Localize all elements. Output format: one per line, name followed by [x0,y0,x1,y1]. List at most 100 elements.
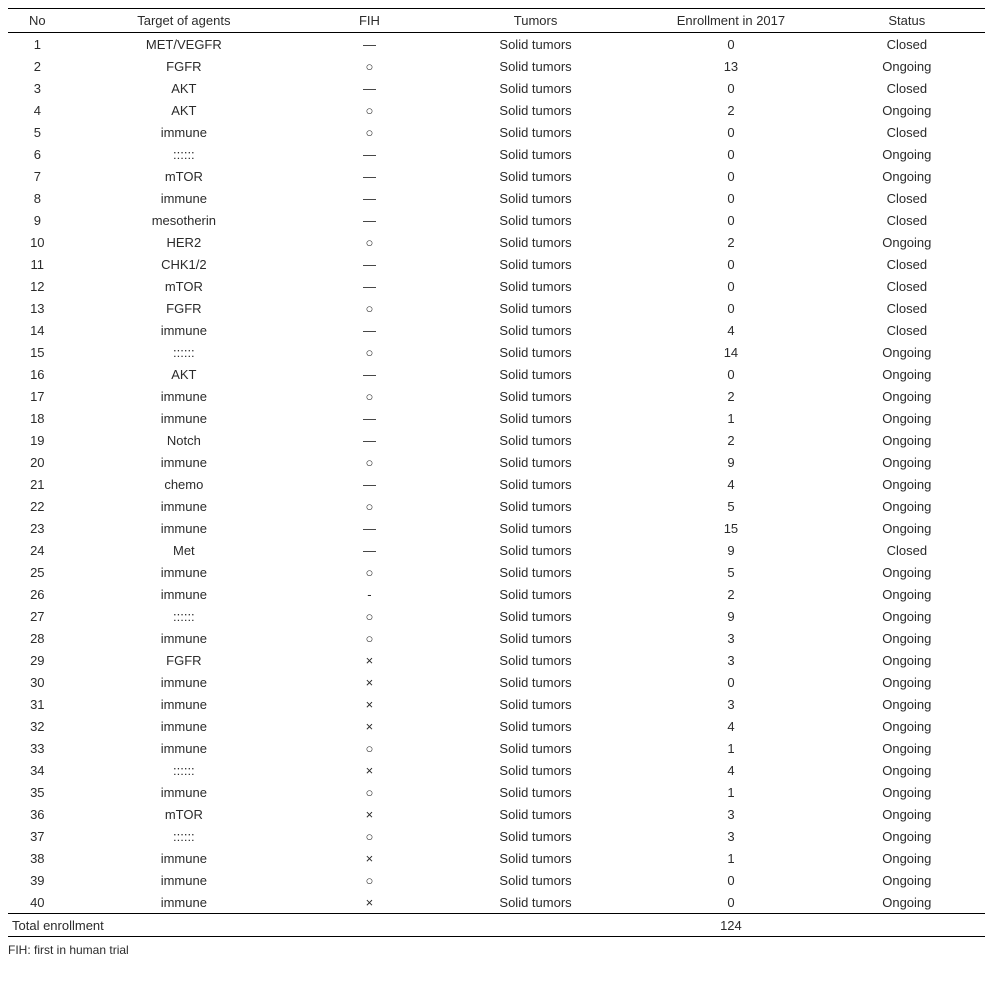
cell-no: 3 [8,77,67,99]
cell-fih: × [301,693,438,715]
cell-no: 13 [8,297,67,319]
table-row: 33immune○Solid tumors1Ongoing [8,737,985,759]
cell-enroll: 0 [633,275,828,297]
table-row: 6::::::—Solid tumors0Ongoing [8,143,985,165]
cell-fih: — [301,143,438,165]
table-row: 7mTOR—Solid tumors0Ongoing [8,165,985,187]
cell-no: 19 [8,429,67,451]
cell-fih: × [301,671,438,693]
cell-enroll: 2 [633,385,828,407]
table-row: 30immune×Solid tumors0Ongoing [8,671,985,693]
table-row: 29FGFR×Solid tumors3Ongoing [8,649,985,671]
table-row: 27::::::○Solid tumors9Ongoing [8,605,985,627]
table-row: 32immune×Solid tumors4Ongoing [8,715,985,737]
table-row: 21chemo—Solid tumors4Ongoing [8,473,985,495]
cell-status: Ongoing [829,759,985,781]
cell-target: immune [67,715,301,737]
cell-fih: ○ [301,627,438,649]
cell-status: Closed [829,209,985,231]
cell-tumors: Solid tumors [438,891,633,914]
cell-no: 28 [8,627,67,649]
cell-status: Ongoing [829,407,985,429]
table-row: 4AKT○Solid tumors2Ongoing [8,99,985,121]
cell-no: 24 [8,539,67,561]
cell-fih: — [301,187,438,209]
cell-tumors: Solid tumors [438,429,633,451]
cell-tumors: Solid tumors [438,561,633,583]
table-row: 10HER2○Solid tumors2Ongoing [8,231,985,253]
cell-target: immune [67,583,301,605]
cell-target: chemo [67,473,301,495]
header-tumors: Tumors [438,9,633,33]
cell-target: immune [67,319,301,341]
cell-target: immune [67,869,301,891]
cell-status: Ongoing [829,385,985,407]
cell-tumors: Solid tumors [438,407,633,429]
cell-enroll: 0 [633,33,828,56]
cell-target: :::::: [67,605,301,627]
cell-tumors: Solid tumors [438,693,633,715]
cell-status: Ongoing [829,495,985,517]
cell-target: immune [67,847,301,869]
cell-target: mTOR [67,165,301,187]
header-row: No Target of agents FIH Tumors Enrollmen… [8,9,985,33]
cell-enroll: 2 [633,99,828,121]
cell-enroll: 0 [633,143,828,165]
cell-tumors: Solid tumors [438,385,633,407]
cell-target: AKT [67,77,301,99]
cell-fih: — [301,517,438,539]
trials-table: No Target of agents FIH Tumors Enrollmen… [8,8,985,937]
cell-enroll: 4 [633,759,828,781]
cell-status: Closed [829,539,985,561]
cell-fih: — [301,407,438,429]
table-row: 22immune○Solid tumors5Ongoing [8,495,985,517]
cell-tumors: Solid tumors [438,627,633,649]
cell-target: immune [67,121,301,143]
cell-fih: × [301,759,438,781]
cell-no: 26 [8,583,67,605]
cell-enroll: 0 [633,253,828,275]
table-row: 15::::::○Solid tumors14Ongoing [8,341,985,363]
cell-status: Ongoing [829,693,985,715]
cell-enroll: 5 [633,495,828,517]
table-row: 2FGFR○Solid tumors13Ongoing [8,55,985,77]
cell-fih: ○ [301,297,438,319]
table-row: 11CHK1/2—Solid tumors0Closed [8,253,985,275]
cell-no: 8 [8,187,67,209]
cell-no: 9 [8,209,67,231]
cell-tumors: Solid tumors [438,253,633,275]
cell-target: immune [67,407,301,429]
cell-status: Ongoing [829,451,985,473]
table-row: 25immune○Solid tumors5Ongoing [8,561,985,583]
cell-fih: — [301,275,438,297]
cell-no: 5 [8,121,67,143]
cell-target: mTOR [67,803,301,825]
table-row: 17immune○Solid tumors2Ongoing [8,385,985,407]
cell-status: Ongoing [829,473,985,495]
cell-no: 32 [8,715,67,737]
total-row: Total enrollment124 [8,914,985,937]
cell-no: 38 [8,847,67,869]
table-row: 28immune○Solid tumors3Ongoing [8,627,985,649]
cell-target: immune [67,737,301,759]
cell-enroll: 9 [633,605,828,627]
cell-enroll: 5 [633,561,828,583]
cell-no: 15 [8,341,67,363]
cell-enroll: 0 [633,297,828,319]
cell-no: 6 [8,143,67,165]
cell-target: HER2 [67,231,301,253]
cell-target: :::::: [67,143,301,165]
cell-fih: — [301,429,438,451]
cell-tumors: Solid tumors [438,297,633,319]
table-body: 1MET/VEGFR—Solid tumors0Closed2FGFR○Soli… [8,33,985,937]
total-value: 124 [633,914,828,937]
cell-tumors: Solid tumors [438,473,633,495]
table-row: 40immune×Solid tumors0Ongoing [8,891,985,914]
cell-status: Ongoing [829,847,985,869]
table-row: 1MET/VEGFR—Solid tumors0Closed [8,33,985,56]
cell-fih: — [301,319,438,341]
cell-target: immune [67,671,301,693]
table-row: 18immune—Solid tumors1Ongoing [8,407,985,429]
cell-enroll: 0 [633,121,828,143]
cell-no: 25 [8,561,67,583]
